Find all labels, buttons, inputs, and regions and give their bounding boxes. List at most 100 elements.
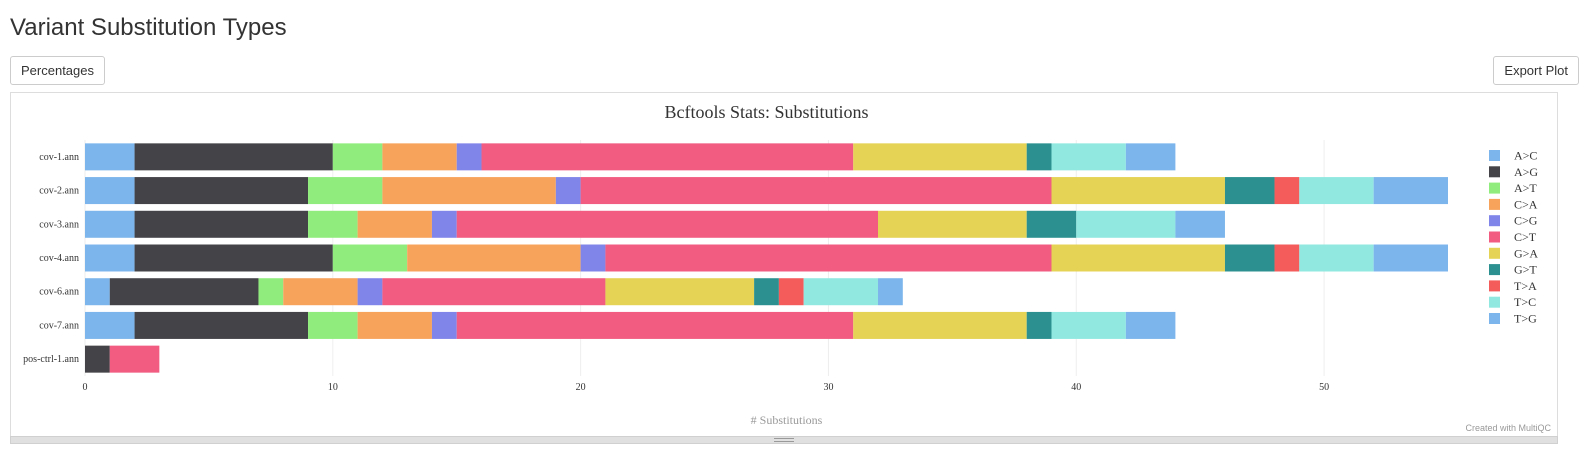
bar-segment — [382, 278, 606, 306]
legend-label: C>A — [1514, 197, 1538, 211]
legend-label: C>G — [1514, 214, 1538, 228]
bar-segment — [1076, 210, 1176, 238]
bar-segment — [481, 143, 854, 171]
substitutions-chart: Bcftools Stats: Substitutions 0 10 20 30 40 50… — [23, 102, 1538, 427]
bar-segment — [85, 143, 135, 171]
bar-segment — [85, 210, 135, 238]
bar-segment — [1175, 210, 1225, 238]
bar-segment — [456, 143, 482, 171]
bar-segment — [332, 244, 408, 272]
bar-segment — [357, 311, 432, 339]
bar-segment — [134, 143, 333, 171]
bar-segment — [431, 210, 457, 238]
bar-segment — [134, 244, 333, 272]
x-tick-label: 0 — [83, 382, 88, 393]
legend-swatch — [1489, 231, 1500, 243]
bar-segment — [1274, 177, 1300, 205]
percentages-button[interactable]: Percentages — [10, 56, 105, 85]
bar-segment — [853, 143, 1027, 171]
bar-segment — [1051, 143, 1126, 171]
bar-segment — [1274, 244, 1300, 272]
bar-segment — [456, 311, 854, 339]
bar-segment — [357, 278, 383, 306]
legend-swatch — [1489, 264, 1500, 276]
bar-segment — [1373, 177, 1448, 205]
legend-label: C>T — [1514, 230, 1537, 244]
bar-segment — [357, 210, 432, 238]
x-axis-label: # Substitutions — [751, 413, 823, 427]
bar-segment — [803, 278, 879, 306]
plot-resize-handle[interactable] — [10, 436, 1558, 444]
bar-segment — [1125, 311, 1176, 339]
bar-segment — [1026, 311, 1052, 339]
resize-grip-icon — [774, 438, 794, 442]
bar-segment — [109, 345, 160, 373]
legend-swatch — [1489, 215, 1500, 227]
bar-segment — [109, 278, 259, 306]
bar-segment — [308, 210, 358, 238]
bar-segment — [580, 244, 606, 272]
x-tick-label: 20 — [576, 382, 586, 393]
y-category-label: pos-ctrl-1.ann — [23, 354, 79, 365]
bar-segment — [1299, 177, 1374, 205]
bar-segment — [580, 177, 1052, 205]
legend-swatch — [1489, 280, 1500, 292]
legend-label: G>A — [1514, 246, 1538, 260]
legend-swatch — [1489, 313, 1500, 324]
y-category-label: cov-6.ann — [39, 287, 79, 298]
legend-label: A>T — [1514, 181, 1537, 195]
legend-label: T>A — [1514, 279, 1537, 293]
bar-segment — [605, 244, 1052, 272]
bar-segment — [605, 278, 755, 306]
x-tick-label: 10 — [328, 382, 338, 393]
bar-segment — [85, 244, 135, 272]
legend-label: A>C — [1514, 149, 1537, 163]
x-tick-label: 40 — [1071, 382, 1081, 393]
bar-segment — [878, 278, 903, 306]
bar-segment — [382, 177, 556, 205]
bar-segment — [283, 278, 358, 306]
bar-segment — [878, 210, 1027, 238]
bar-segment — [1373, 244, 1448, 272]
bar-segment — [85, 311, 135, 339]
legend-swatch — [1489, 198, 1500, 210]
bar-segment — [308, 311, 358, 339]
bar-segment — [1224, 244, 1275, 272]
bar-segment — [134, 311, 309, 339]
bar-segment — [1051, 244, 1225, 272]
bar-segment — [382, 143, 457, 171]
bar-segment — [258, 278, 284, 306]
bar-segment — [407, 244, 581, 272]
legend-swatch — [1489, 247, 1500, 259]
x-tick-label: 50 — [1319, 382, 1329, 393]
bar-segment — [1125, 143, 1176, 171]
legend-swatch — [1489, 296, 1500, 308]
bar-segment — [134, 210, 309, 238]
bar-segment — [1299, 244, 1374, 272]
bar-segment — [134, 177, 309, 205]
legend-label: T>C — [1514, 295, 1536, 309]
chart-title: Bcftools Stats: Substitutions — [664, 102, 868, 122]
bar-segment — [1051, 311, 1126, 339]
bar-segment — [1026, 143, 1052, 171]
y-category-label: cov-7.ann — [39, 320, 79, 331]
y-category-label: cov-3.ann — [39, 219, 79, 230]
multiqc-credit[interactable]: Created with MultiQC — [1465, 423, 1551, 433]
y-category-label: cov-1.ann — [39, 152, 79, 163]
bar-segment — [1051, 177, 1225, 205]
legend-swatch — [1489, 150, 1500, 161]
bar-segment — [555, 177, 581, 205]
legend-label: T>G — [1514, 312, 1537, 326]
legend-swatch — [1489, 182, 1500, 194]
y-category-label: cov-2.ann — [39, 186, 79, 197]
bar-segment — [85, 177, 135, 205]
bar-segment — [431, 311, 457, 339]
export-plot-button[interactable]: Export Plot — [1493, 56, 1579, 85]
bar-segment — [85, 278, 110, 306]
bar-segment — [85, 345, 110, 373]
page-title: Variant Substitution Types — [10, 14, 287, 41]
legend-swatch — [1489, 166, 1500, 178]
bar-segment — [853, 311, 1027, 339]
bar-segment — [456, 210, 879, 238]
legend-label: A>G — [1514, 165, 1538, 179]
